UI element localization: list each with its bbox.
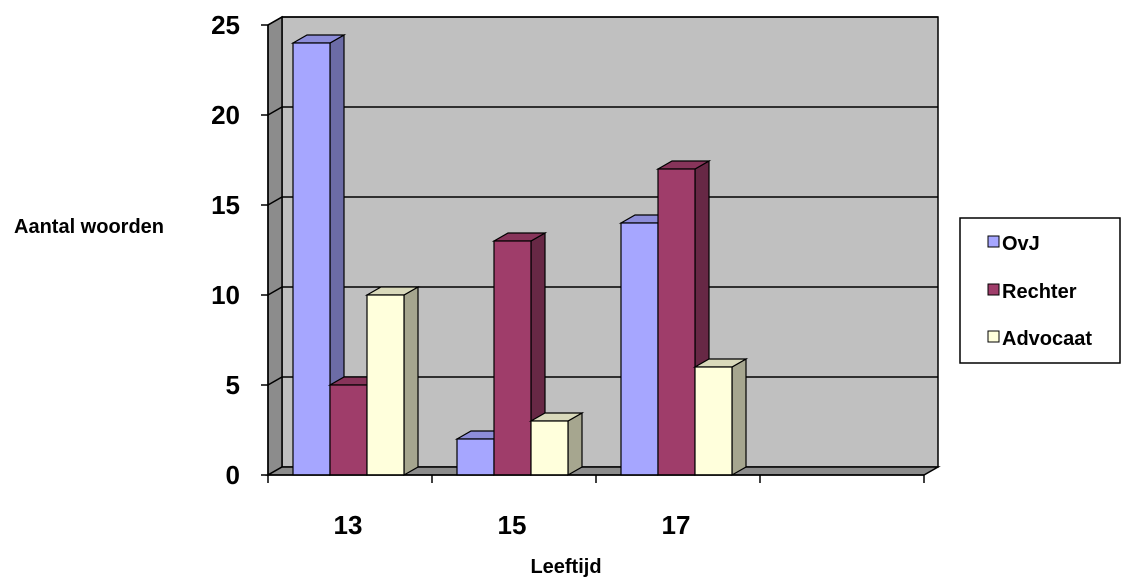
legend-swatch-rechter — [987, 283, 1000, 296]
bar-front — [493, 240, 532, 476]
x-axis-title: Leeftijd — [530, 556, 601, 578]
y-tick-label: 25 — [211, 10, 240, 40]
x-tick-labels: 13 15 17 — [334, 510, 691, 540]
bar-front — [456, 438, 495, 476]
bar-advocaat-13 — [364, 285, 421, 477]
y-tick-label: 5 — [226, 370, 240, 400]
legend-box — [959, 217, 1121, 364]
bar-rechter-15 — [491, 231, 548, 477]
bar-front — [694, 366, 733, 476]
bars — [290, 33, 749, 477]
x-tick-label: 17 — [662, 510, 691, 540]
y-tick-label: 0 — [226, 460, 240, 490]
bar-front — [292, 42, 331, 476]
bar-front — [530, 420, 569, 476]
axes — [261, 24, 925, 483]
bar-advocaat-17 — [692, 357, 749, 477]
legend-label-advocaat: Advocaat — [1002, 328, 1092, 350]
legend: OvJ Rechter Advocaat — [959, 217, 1121, 364]
side-wall — [267, 15, 283, 477]
bar-front — [366, 294, 405, 476]
bar-front — [329, 384, 368, 476]
bar-advocaat-15 — [528, 411, 585, 477]
bar-side — [567, 411, 583, 477]
y-tick-label: 15 — [211, 190, 240, 220]
legend-label-ovj: OvJ — [1002, 233, 1040, 255]
y-tick-label: 10 — [211, 280, 240, 310]
bar-side — [731, 357, 747, 477]
gridline — [267, 16, 938, 26]
gridline — [267, 106, 938, 116]
legend-swatch-advocaat — [987, 330, 1000, 343]
bar-ovj-13 — [290, 33, 347, 477]
bar-side — [403, 285, 419, 477]
legend-swatch-ovj — [987, 235, 1000, 248]
gridline — [267, 196, 938, 206]
x-tick-label: 13 — [334, 510, 363, 540]
legend-label-rechter: Rechter — [1002, 281, 1077, 303]
bar-front — [620, 222, 659, 476]
x-tick-label: 15 — [498, 510, 527, 540]
y-axis-title: Aantal woorden — [14, 216, 164, 238]
y-tick-labels: 0 5 10 15 20 25 — [211, 10, 240, 490]
y-tick-label: 20 — [211, 100, 240, 130]
bar-front — [657, 168, 696, 476]
gridline — [267, 286, 938, 296]
